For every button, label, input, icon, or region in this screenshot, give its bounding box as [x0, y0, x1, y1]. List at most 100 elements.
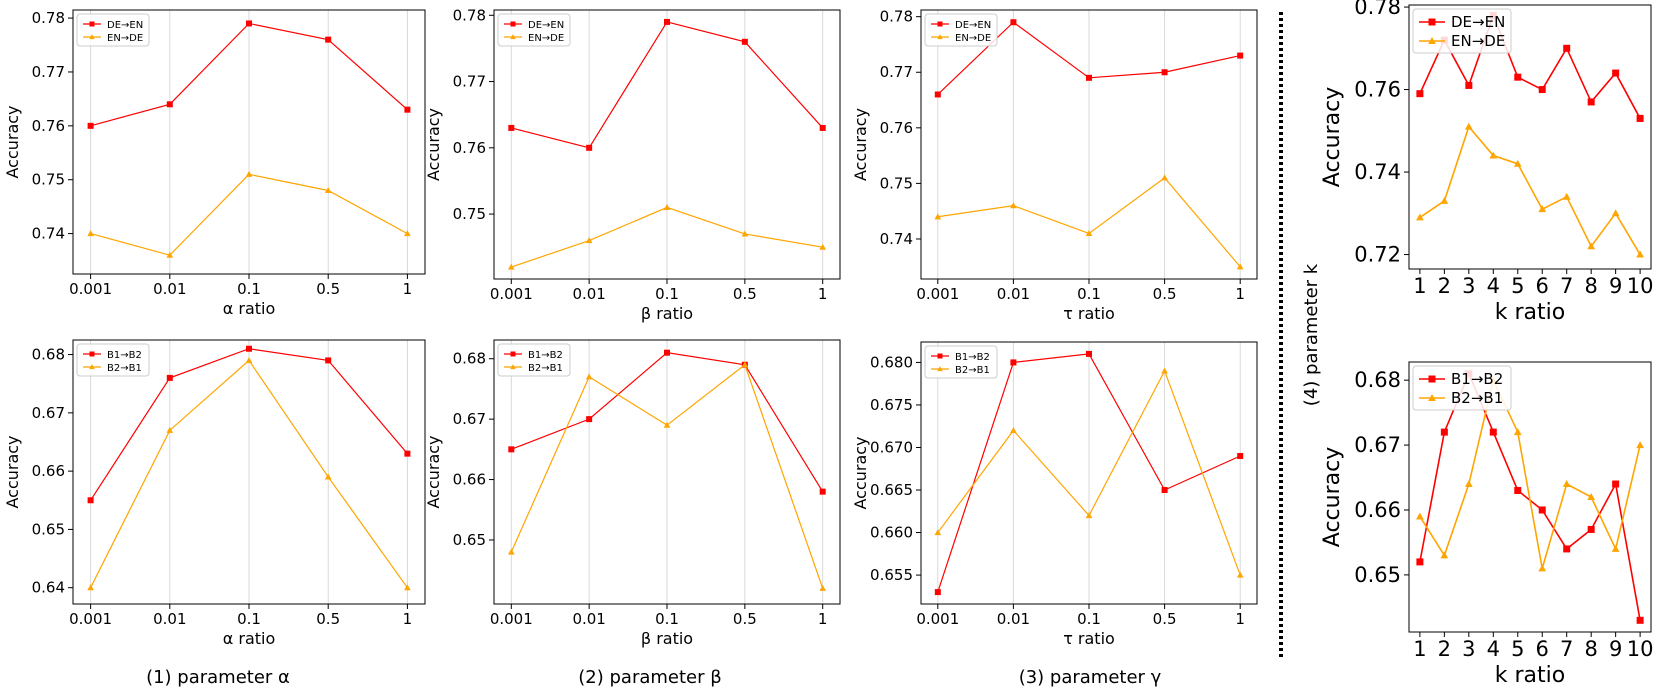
- legend-label: B1→B2: [528, 350, 563, 361]
- data-point-red: [1010, 19, 1017, 26]
- data-point-red: [1010, 359, 1017, 366]
- legend-swatch-marker: [1428, 18, 1436, 26]
- data-point-red: [664, 18, 670, 25]
- data-point-orange: [245, 170, 253, 177]
- data-point-orange: [1161, 367, 1168, 374]
- legend-swatch-marker: [89, 21, 95, 27]
- y-axis-label: Accuracy: [851, 108, 870, 181]
- chart-k-bottom: 1 2 3 4 5 6 7 8 9 10 0.65 0.66 0.67 0.68 k ratio Accura…: [1320, 361, 1654, 688]
- data-point-orange: [1416, 213, 1424, 221]
- data-point-red: [1237, 52, 1244, 59]
- x-tick-label: 4: [1487, 274, 1500, 298]
- chart-beta-top: 0.001 0.01 0.1 0.5 1 0.75 0.76 0.77 0.78 β ratio A…: [424, 6, 841, 323]
- x-tick-label: 0.01: [572, 285, 605, 303]
- x-tick-label: 0.01: [153, 280, 186, 298]
- x-tick-label: 10: [1627, 274, 1654, 298]
- x-tick-label: 2: [1438, 274, 1451, 298]
- caption-alpha: (1) parameter α: [146, 667, 290, 688]
- y-tick-label: 0.670: [870, 438, 913, 456]
- data-point-red: [508, 446, 515, 453]
- legend-box: [1412, 8, 1512, 54]
- y-axis-label: Accuracy: [424, 108, 443, 181]
- x-tick-label: 0.1: [1077, 285, 1101, 303]
- data-point-red: [934, 589, 941, 596]
- y-tick-label: 0.680: [870, 353, 913, 371]
- data-point-orange: [1538, 564, 1547, 572]
- data-point-red: [1587, 525, 1595, 533]
- legend-box: [76, 343, 150, 377]
- data-point-orange: [1236, 263, 1244, 270]
- data-point-red: [586, 416, 593, 423]
- data-point-red: [404, 450, 411, 457]
- x-tick-label: 8: [1584, 637, 1597, 661]
- data-point-orange: [1440, 551, 1449, 559]
- legend-label: EN→DE: [955, 33, 991, 44]
- data-point-orange: [1010, 202, 1017, 209]
- legend-swatch-marker: [1428, 375, 1436, 383]
- data-point-red: [1416, 558, 1424, 566]
- legend-label: B2→B1: [955, 365, 990, 376]
- data-point-orange: [1161, 174, 1168, 181]
- legend-swatch-marker: [89, 34, 95, 40]
- x-tick-label: 0.001: [916, 285, 959, 303]
- data-point-orange: [1538, 205, 1547, 213]
- data-point-red: [87, 122, 94, 129]
- x-tick-label: 0.5: [1153, 285, 1177, 303]
- y-tick-label: 0.65: [453, 531, 486, 549]
- chart-panels: 0.001 0.01 0.1 0.5 1 0.74 0.75 0.76 0.77 0.78 α ra…: [3, 0, 1653, 688]
- data-point-orange: [819, 243, 826, 250]
- data-point-orange: [1562, 480, 1571, 488]
- y-axis-label: Accuracy: [1320, 447, 1345, 547]
- data-point-red: [1563, 545, 1571, 553]
- data-point-orange: [1085, 230, 1093, 236]
- y-tick-label: 0.665: [870, 481, 913, 499]
- x-tick-label: 7: [1560, 637, 1573, 661]
- x-tick-label: 1: [1235, 610, 1245, 628]
- x-tick-label: 0.5: [1153, 610, 1177, 628]
- data-point-orange: [404, 230, 411, 237]
- x-tick-label: 0.5: [733, 610, 757, 628]
- data-point-red: [1489, 428, 1497, 436]
- y-tick-label: 0.77: [880, 63, 913, 81]
- x-tick-label: 10: [1627, 637, 1654, 661]
- x-tick-label: 9: [1609, 637, 1622, 661]
- x-tick-label: 0.01: [997, 610, 1030, 628]
- legend-label: DE→EN: [528, 20, 564, 31]
- x-tick-label: 0.5: [316, 610, 340, 628]
- data-point-red: [87, 497, 94, 504]
- legend-box: [497, 13, 571, 47]
- data-point-orange: [1236, 571, 1244, 578]
- data-point-red: [1514, 73, 1522, 81]
- y-tick-label: 0.74: [32, 225, 65, 243]
- caption-k: (4) parameter k: [1301, 263, 1322, 406]
- data-point-red: [1587, 98, 1595, 106]
- data-point-red: [819, 124, 826, 131]
- x-tick-label: 5: [1511, 637, 1524, 661]
- legend-box: [924, 345, 998, 379]
- data-point-red: [1612, 480, 1620, 488]
- legend-label: B2→B1: [107, 363, 142, 374]
- data-point-orange: [1416, 512, 1424, 520]
- axes-frame: [1408, 4, 1652, 270]
- y-tick-label: 0.76: [880, 119, 913, 137]
- y-tick-label: 0.78: [32, 9, 65, 27]
- y-tick-label: 0.65: [32, 520, 65, 538]
- data-point-red: [741, 38, 748, 45]
- x-tick-label: 1: [1413, 274, 1426, 298]
- legend-label: EN→DE: [1451, 32, 1505, 50]
- data-point-orange: [87, 230, 94, 237]
- legend-label: EN→DE: [107, 33, 143, 44]
- legend-label: DE→EN: [107, 20, 143, 31]
- legend-swatch-marker: [89, 364, 95, 370]
- data-point-orange: [324, 473, 332, 480]
- y-tick-label: 0.77: [32, 63, 65, 81]
- data-point-orange: [663, 421, 671, 428]
- data-point-orange: [741, 230, 749, 237]
- x-tick-label: 0.1: [655, 610, 679, 628]
- y-tick-label: 0.76: [1354, 78, 1401, 102]
- legend-swatch-marker: [510, 364, 516, 370]
- x-tick-label: 0.001: [916, 610, 959, 628]
- x-tick-label: 0.5: [733, 285, 757, 303]
- data-point-red: [819, 488, 826, 495]
- legend-box: [76, 13, 150, 47]
